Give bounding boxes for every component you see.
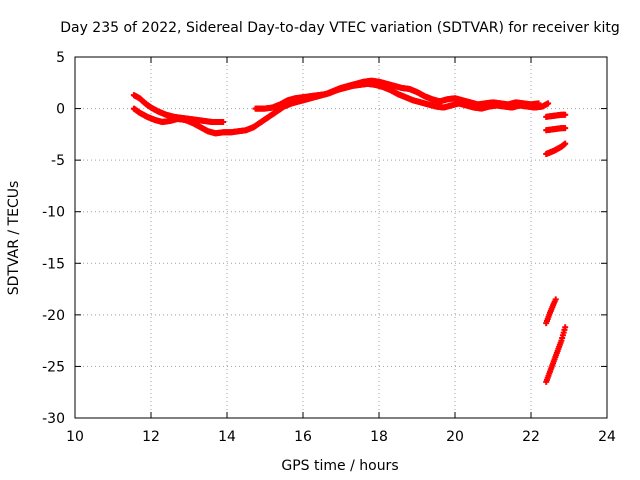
y-tick-label: -20 [42,308,65,324]
data-point [562,140,569,147]
tick-labels: 10 12 14 16 18 20 22 24 5 0 -5 -10 -15 -20 -25 -30 [42,50,616,445]
y-axis-label: SDTVAR / TECUs [6,181,22,296]
data-point [562,111,569,118]
series-step-track [252,77,542,112]
x-tick-label: 12 [142,429,160,445]
data-point [562,324,569,331]
y-tick-label: -30 [42,411,65,427]
series-end-segment-1 [543,111,569,120]
data-point [562,125,569,132]
data-point [545,100,552,107]
data-point [220,118,227,125]
y-tick-label: 0 [56,102,65,118]
plot-frame [74,56,608,419]
y-tick-label: -5 [51,153,65,169]
x-tick-label: 22 [522,429,540,445]
grid-lines [75,57,607,418]
y-tick-label: -15 [42,256,65,272]
x-tick-label: 18 [370,429,388,445]
x-tick-label: 14 [218,429,236,445]
axis-ticks [74,56,608,419]
x-tick-label: 24 [598,429,616,445]
y-tick-label: -10 [42,205,65,221]
y-tick-label: 5 [56,50,65,66]
x-tick-label: 20 [446,429,464,445]
series-lower-track [130,105,257,137]
chart-title: Day 235 of 2022, Sidereal Day-to-day VTE… [60,20,620,36]
x-axis-label: GPS time / hours [281,458,398,474]
data-points [130,77,569,385]
x-tick-label: 16 [294,429,312,445]
y-tick-label: -25 [42,359,65,375]
series-end-segment-2 [543,125,569,134]
series-end-segment-5 [543,324,569,385]
x-tick-label: 10 [66,429,84,445]
series-end-segment-4 [543,296,559,327]
series-end-segment-3 [543,140,569,157]
data-point [535,100,542,107]
data-point [552,296,559,303]
